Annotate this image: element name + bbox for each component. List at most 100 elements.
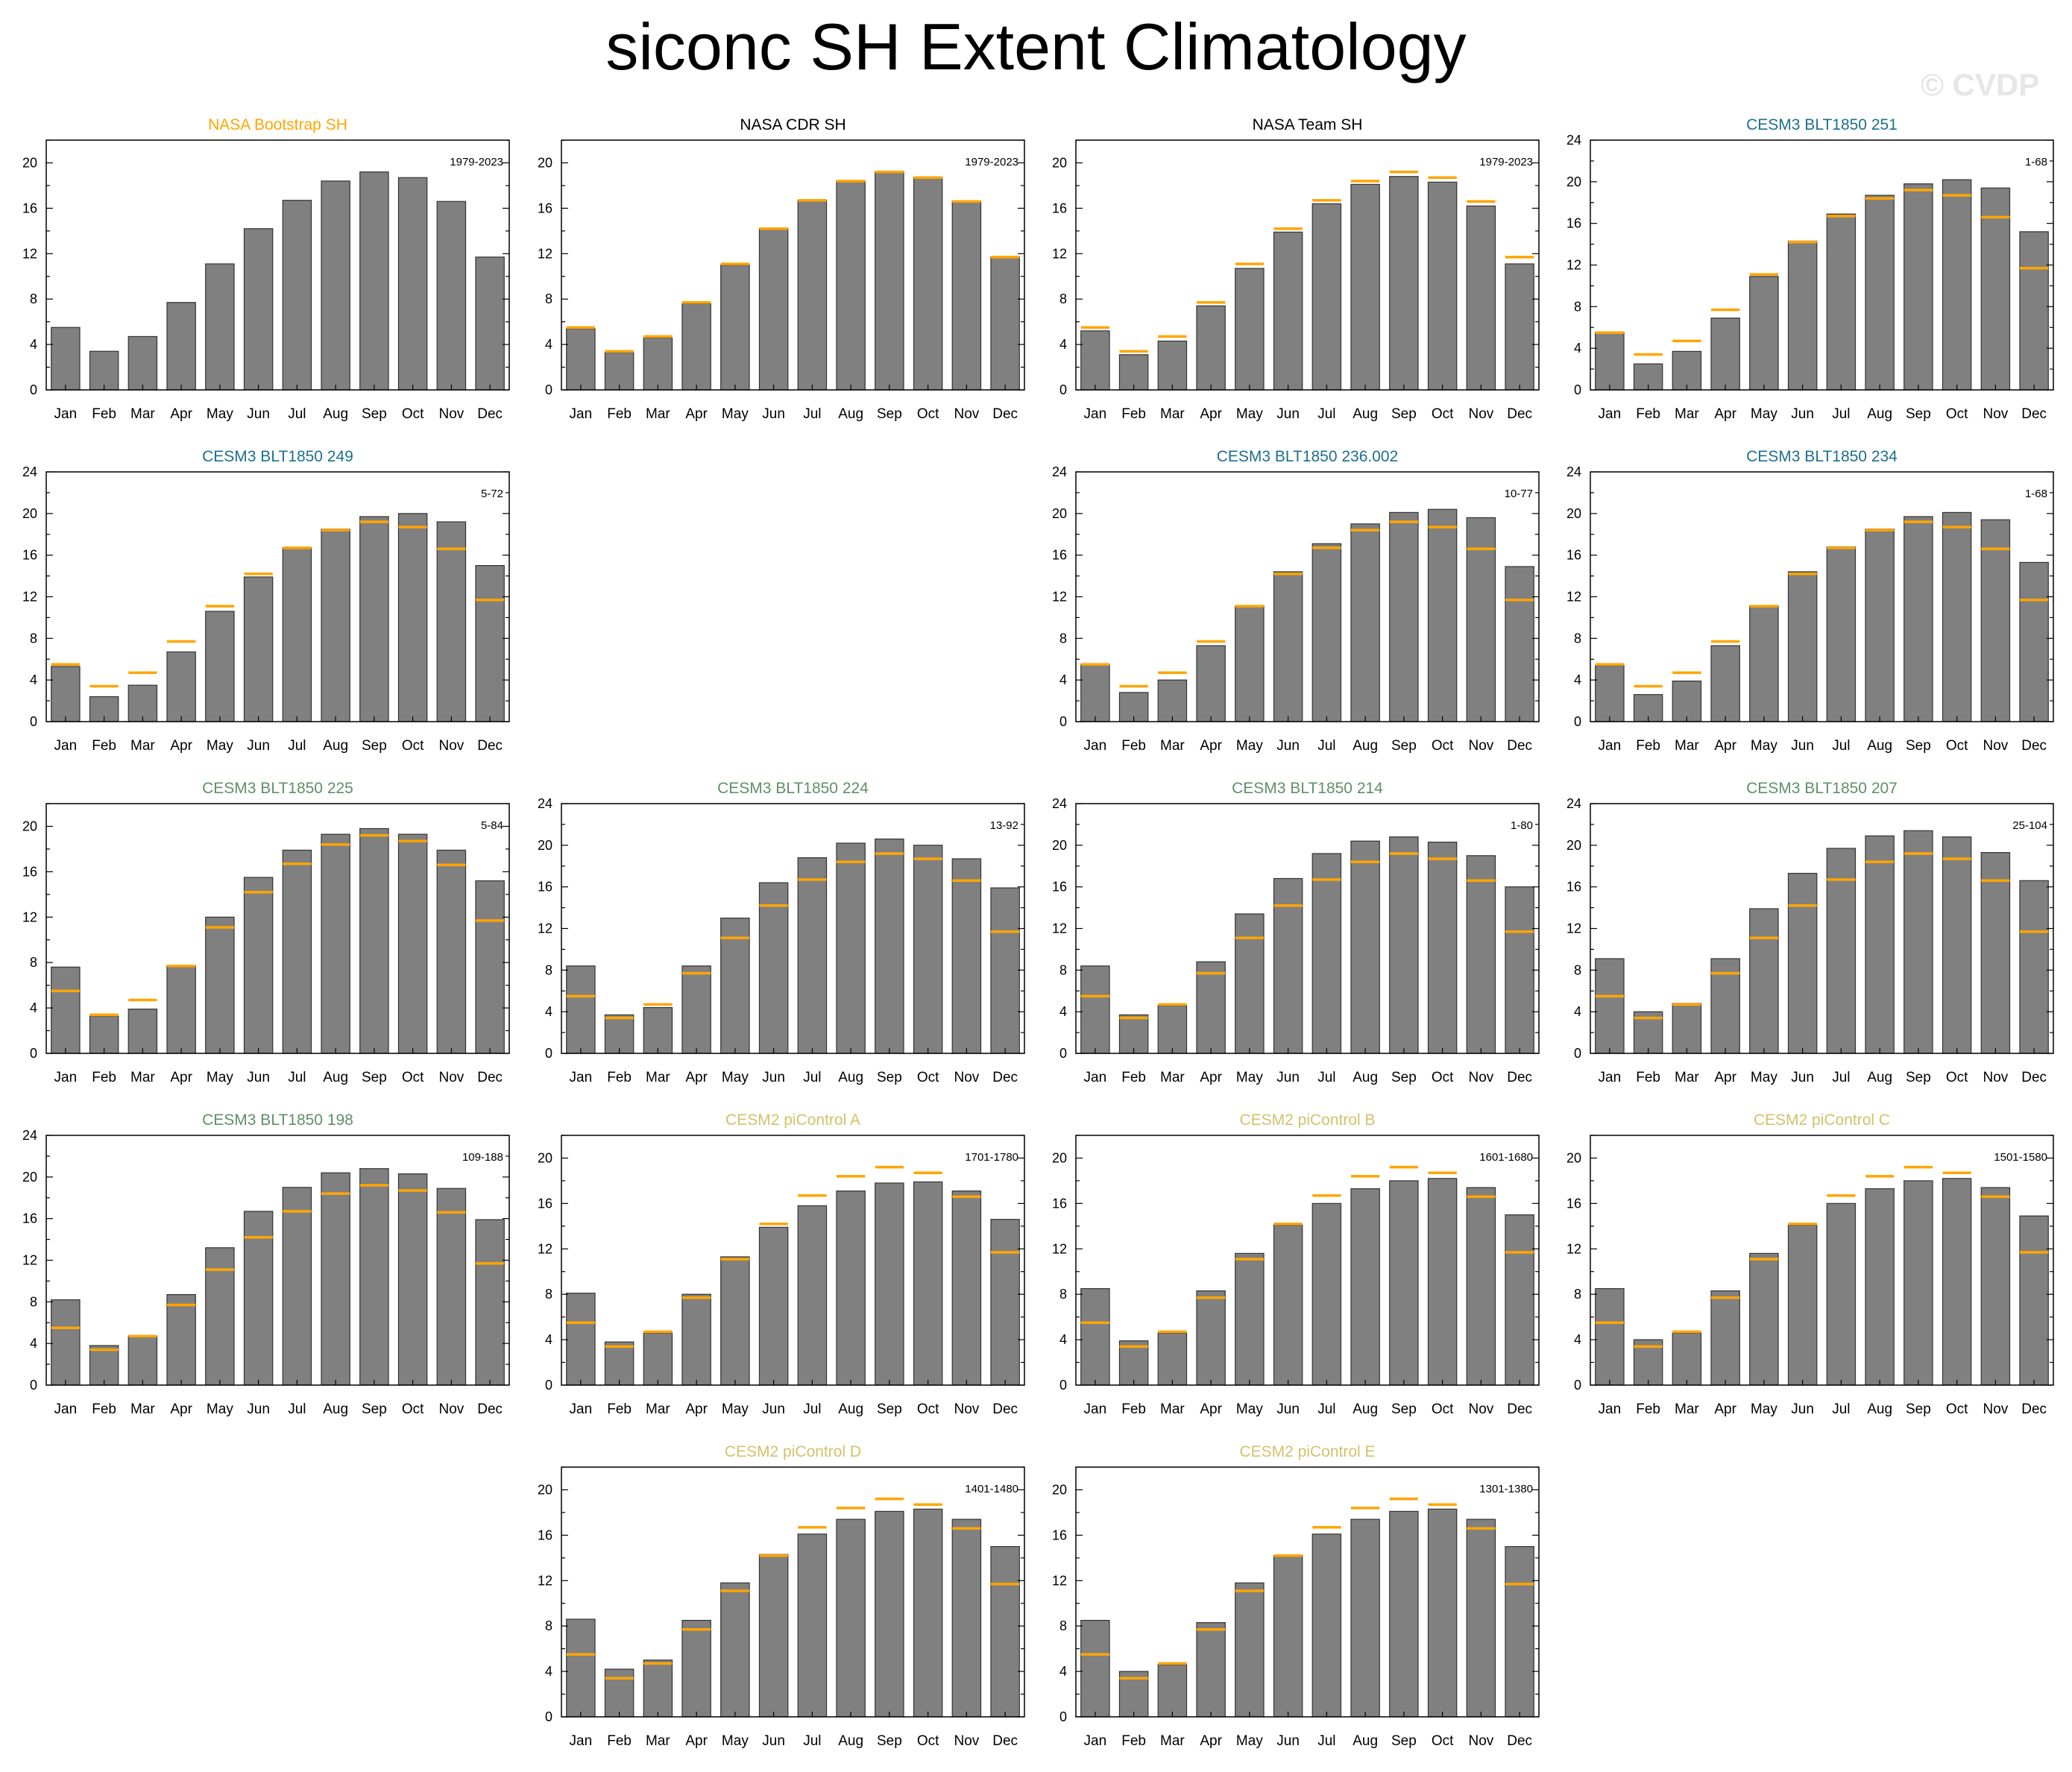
axis-frame	[561, 1466, 1025, 1718]
bar	[1273, 877, 1303, 1054]
bar	[951, 1191, 982, 1386]
x-tick-label: Feb	[607, 1733, 632, 1749]
x-tick-label: Dec	[992, 1401, 1018, 1417]
x-tick-label: Nov	[954, 406, 979, 422]
x-tick-label: Feb	[1121, 1401, 1146, 1417]
y-tick-label: 12	[1566, 590, 1581, 605]
x-tick-label: Mar	[1675, 1401, 1699, 1417]
y-tick-label: 0	[1059, 1046, 1067, 1061]
x-tick-label: Oct	[1946, 738, 1968, 754]
bar	[127, 335, 158, 391]
x-tick-label: Sep	[1906, 738, 1931, 754]
y-tick-label: 0	[545, 1709, 552, 1724]
bar	[1903, 830, 1933, 1054]
bar	[397, 1173, 428, 1386]
axis-frame	[1075, 1135, 1540, 1386]
y-tick-label: 20	[1052, 1150, 1067, 1165]
y-tick-label: 24	[538, 796, 552, 811]
chart-title: CESM3 BLT1850 234	[1746, 448, 1898, 465]
bar	[1865, 1188, 1895, 1386]
x-tick-label: Sep	[362, 406, 387, 422]
x-tick-label: Jul	[1317, 406, 1335, 422]
y-tick-label: 8	[1574, 962, 1581, 977]
bar	[1787, 240, 1818, 391]
y-tick-label: 20	[538, 155, 552, 170]
x-tick-label: Aug	[838, 1733, 863, 1749]
bar	[1235, 268, 1265, 391]
bar	[1118, 1340, 1149, 1386]
x-tick-label: May	[1751, 1401, 1777, 1417]
bar	[1672, 350, 1702, 391]
x-tick-label: Jul	[803, 1070, 821, 1085]
x-tick-label: Jan	[570, 406, 593, 422]
x-tick-label: Apr	[1714, 1401, 1736, 1417]
chart-title: CESM3 BLT1850 236.002	[1217, 448, 1399, 465]
x-tick-label: Nov	[954, 1070, 979, 1085]
chart-title: CESM3 BLT1850 249	[202, 448, 353, 465]
x-tick-label: Apr	[1200, 738, 1222, 754]
y-tick-label: 20	[22, 1170, 37, 1185]
axis-frame	[561, 139, 1025, 391]
bar	[1749, 276, 1779, 391]
bar	[51, 666, 81, 722]
bar	[758, 228, 789, 391]
bar	[127, 1009, 158, 1054]
y-tick-label: 16	[1566, 548, 1581, 563]
y-tick-label: 4	[1059, 1664, 1067, 1679]
bar	[566, 965, 596, 1054]
bar	[681, 1619, 711, 1718]
y-tick-label: 20	[22, 155, 37, 170]
x-tick-label: Feb	[1121, 1733, 1146, 1749]
bar	[51, 327, 81, 391]
bar	[1466, 1519, 1496, 1718]
bar	[1787, 872, 1818, 1054]
x-tick-label: Feb	[607, 1401, 632, 1417]
bar	[1080, 1619, 1110, 1718]
bar	[321, 180, 350, 391]
y-tick-label: 24	[1052, 464, 1067, 479]
x-tick-label: Jun	[762, 1070, 785, 1085]
x-tick-label: Jan	[1599, 406, 1622, 422]
x-tick-label: Jan	[570, 1401, 593, 1417]
x-tick-label: Aug	[838, 406, 863, 422]
x-tick-label: Apr	[170, 1070, 192, 1085]
x-tick-label: Aug	[1353, 1733, 1378, 1749]
x-tick-label: Jul	[1832, 738, 1850, 754]
page-title: siconc SH Extent Climatology	[605, 10, 1467, 83]
y-tick-label: 0	[30, 382, 37, 397]
x-tick-label: Mar	[1160, 738, 1185, 754]
x-tick-label: Apr	[685, 406, 708, 422]
y-tick-label: 16	[1052, 1527, 1067, 1542]
chart-title: CESM2 piControl E	[1239, 1443, 1375, 1460]
x-tick-label: Nov	[1983, 1401, 2008, 1417]
bar	[166, 1293, 196, 1386]
bar	[797, 857, 828, 1054]
bar	[720, 1582, 750, 1718]
x-tick-label: Oct	[402, 406, 424, 422]
y-tick-label: 12	[1566, 1241, 1581, 1256]
bar	[566, 1293, 596, 1386]
y-tick-label: 0	[1059, 382, 1067, 397]
x-tick-label: Dec	[477, 738, 503, 754]
y-tick-label: 16	[538, 1527, 552, 1542]
bar	[1865, 195, 1895, 391]
bar	[1273, 1555, 1303, 1718]
bar	[951, 1519, 982, 1718]
y-tick-label: 24	[22, 1128, 37, 1143]
y-tick-label: 24	[1566, 133, 1581, 148]
bar	[1350, 1519, 1380, 1718]
x-tick-label: Mar	[1675, 406, 1699, 422]
period-label: 1301-1380	[1479, 1483, 1533, 1495]
bar	[1787, 1224, 1818, 1386]
x-tick-label: Dec	[477, 1401, 503, 1417]
x-tick-label: Oct	[917, 406, 939, 422]
x-tick-label: Apr	[170, 1401, 192, 1417]
y-tick-label: 16	[1566, 216, 1581, 231]
x-tick-label: Sep	[362, 1401, 387, 1417]
x-tick-label: Nov	[438, 1401, 464, 1417]
y-tick-label: 12	[1052, 1573, 1067, 1588]
y-tick-label: 20	[1052, 1482, 1067, 1497]
bar	[1350, 523, 1380, 722]
chart-panel: CESM3 BLT1850 234 1-68 Jan Feb Mar Apr May Jun J…	[1566, 448, 2054, 754]
y-tick-label: 4	[1574, 672, 1581, 687]
